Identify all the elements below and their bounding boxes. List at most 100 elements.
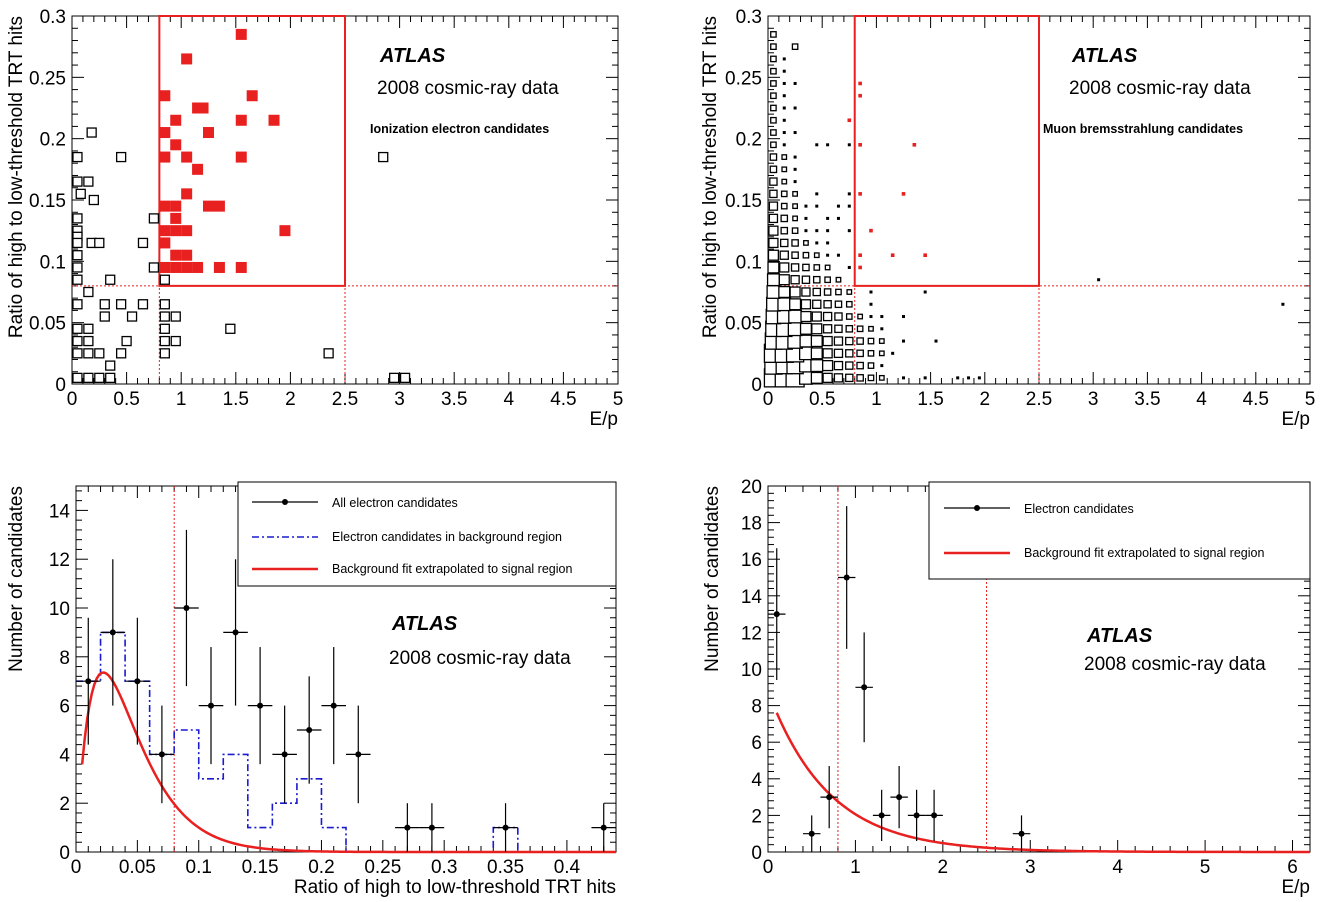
x-tick-label: 5 (1200, 857, 1211, 878)
histogram-box (781, 166, 788, 173)
histogram-box (823, 300, 832, 309)
histogram-box (836, 253, 840, 257)
histogram-box (780, 238, 789, 248)
y-tick-label: 10 (49, 599, 70, 620)
histogram-box (833, 336, 844, 346)
data-point (159, 299, 170, 310)
signal-data-point (159, 127, 171, 139)
histogram-box (856, 361, 864, 370)
histogram-box (845, 349, 854, 358)
histogram-box (934, 339, 938, 343)
signal-data-point (181, 249, 193, 261)
histogram-box (856, 374, 864, 382)
y-tick-label: 0.1 (736, 252, 762, 273)
histogram-box (792, 203, 798, 210)
histogram-box (770, 31, 777, 38)
histogram-box (802, 263, 810, 272)
muon-brems-scatter-panel: 0 0.5 1 1.5 2 2.5 3 3.5 4 4.5 5 0 0.05 0.1 0.15 0.2 0.25… (700, 7, 1315, 430)
histogram-box (770, 116, 777, 124)
data-point (134, 678, 141, 685)
signal-data-point (170, 212, 182, 224)
histogram-box (782, 131, 786, 135)
histogram-box (767, 249, 780, 261)
data-point (388, 372, 400, 384)
histogram-box (802, 251, 810, 259)
legend-box (928, 481, 1311, 580)
histogram-box (834, 324, 843, 334)
y-tick-label: 6 (751, 733, 762, 754)
signal-data-point (912, 143, 917, 147)
signal-data-point (159, 225, 171, 237)
histogram-box (793, 180, 797, 184)
y-tick-label: 2 (751, 806, 762, 827)
x-tick-label: 3 (1088, 389, 1099, 410)
x-tick-label: 4.5 (1243, 389, 1269, 410)
data-point (72, 335, 83, 347)
signal-data-point (159, 237, 171, 249)
legend-label: Electron candidates in background region (332, 530, 562, 544)
y-axis-title: Number of candidates (702, 486, 723, 672)
atlas-label: ATLAS (379, 45, 446, 67)
histogram-box (770, 129, 777, 136)
histogram-box (778, 274, 790, 286)
histogram-box (902, 315, 905, 319)
data-point (72, 151, 83, 163)
histogram-box (833, 373, 844, 383)
histogram-box (846, 289, 853, 295)
histogram-box (845, 336, 854, 346)
histogram-box (815, 192, 819, 196)
data-point (330, 702, 337, 709)
data-point (878, 812, 885, 819)
data-point (72, 372, 83, 384)
signal-data-point (192, 261, 204, 273)
histogram-box (812, 275, 821, 284)
data-point (99, 311, 110, 322)
signal-data-point (170, 249, 182, 261)
histogram-box (800, 310, 812, 323)
histogram-box (822, 348, 833, 359)
signal-data-point (268, 114, 280, 126)
data-point (502, 824, 509, 831)
x-tick-label: 0 (763, 389, 774, 410)
histogram-box (822, 324, 833, 334)
y-axis-title: Ratio of high to low-threshold TRT hits (700, 16, 721, 338)
data-point (83, 176, 94, 187)
histogram-box (878, 350, 885, 357)
histogram-box (791, 227, 799, 235)
histogram-box (1281, 302, 1285, 306)
signal-data-point (181, 225, 193, 237)
y-tick-label: 0.05 (725, 314, 762, 335)
histogram-box (869, 290, 873, 294)
y-tick-label: 0.25 (29, 68, 66, 89)
histogram-box (778, 285, 791, 299)
histogram-box (822, 335, 833, 347)
histogram-box (803, 240, 809, 246)
histogram-box (804, 216, 808, 220)
data-point (257, 702, 264, 709)
histogram-box (810, 335, 823, 348)
signal-data-point (235, 151, 247, 163)
data-point (83, 323, 94, 334)
data-point (159, 274, 170, 285)
data-point (99, 299, 110, 310)
y-tick-label: 0.2 (736, 130, 762, 151)
histogram-box (868, 325, 874, 332)
x-tick-label: 3 (394, 389, 405, 410)
data-point (428, 824, 435, 831)
histogram-box (792, 215, 798, 222)
data-point (773, 611, 780, 618)
data-point (861, 684, 868, 691)
histogram-box (967, 376, 971, 380)
histogram-box (815, 241, 819, 245)
data-description: 2008 cosmic-ray data (389, 648, 571, 669)
y-tick-label: 0 (751, 375, 762, 396)
histogram-box (781, 178, 788, 185)
legend: All electron candidates Electron candidat… (237, 481, 617, 587)
histogram-box (793, 155, 797, 159)
x-tick-label: 3 (1025, 857, 1036, 878)
histogram-box (769, 165, 778, 174)
legend-label: Background fit extrapolated to signal re… (332, 562, 572, 576)
histogram-box (791, 251, 799, 260)
histogram-box (867, 374, 875, 382)
histogram-box (770, 55, 777, 63)
